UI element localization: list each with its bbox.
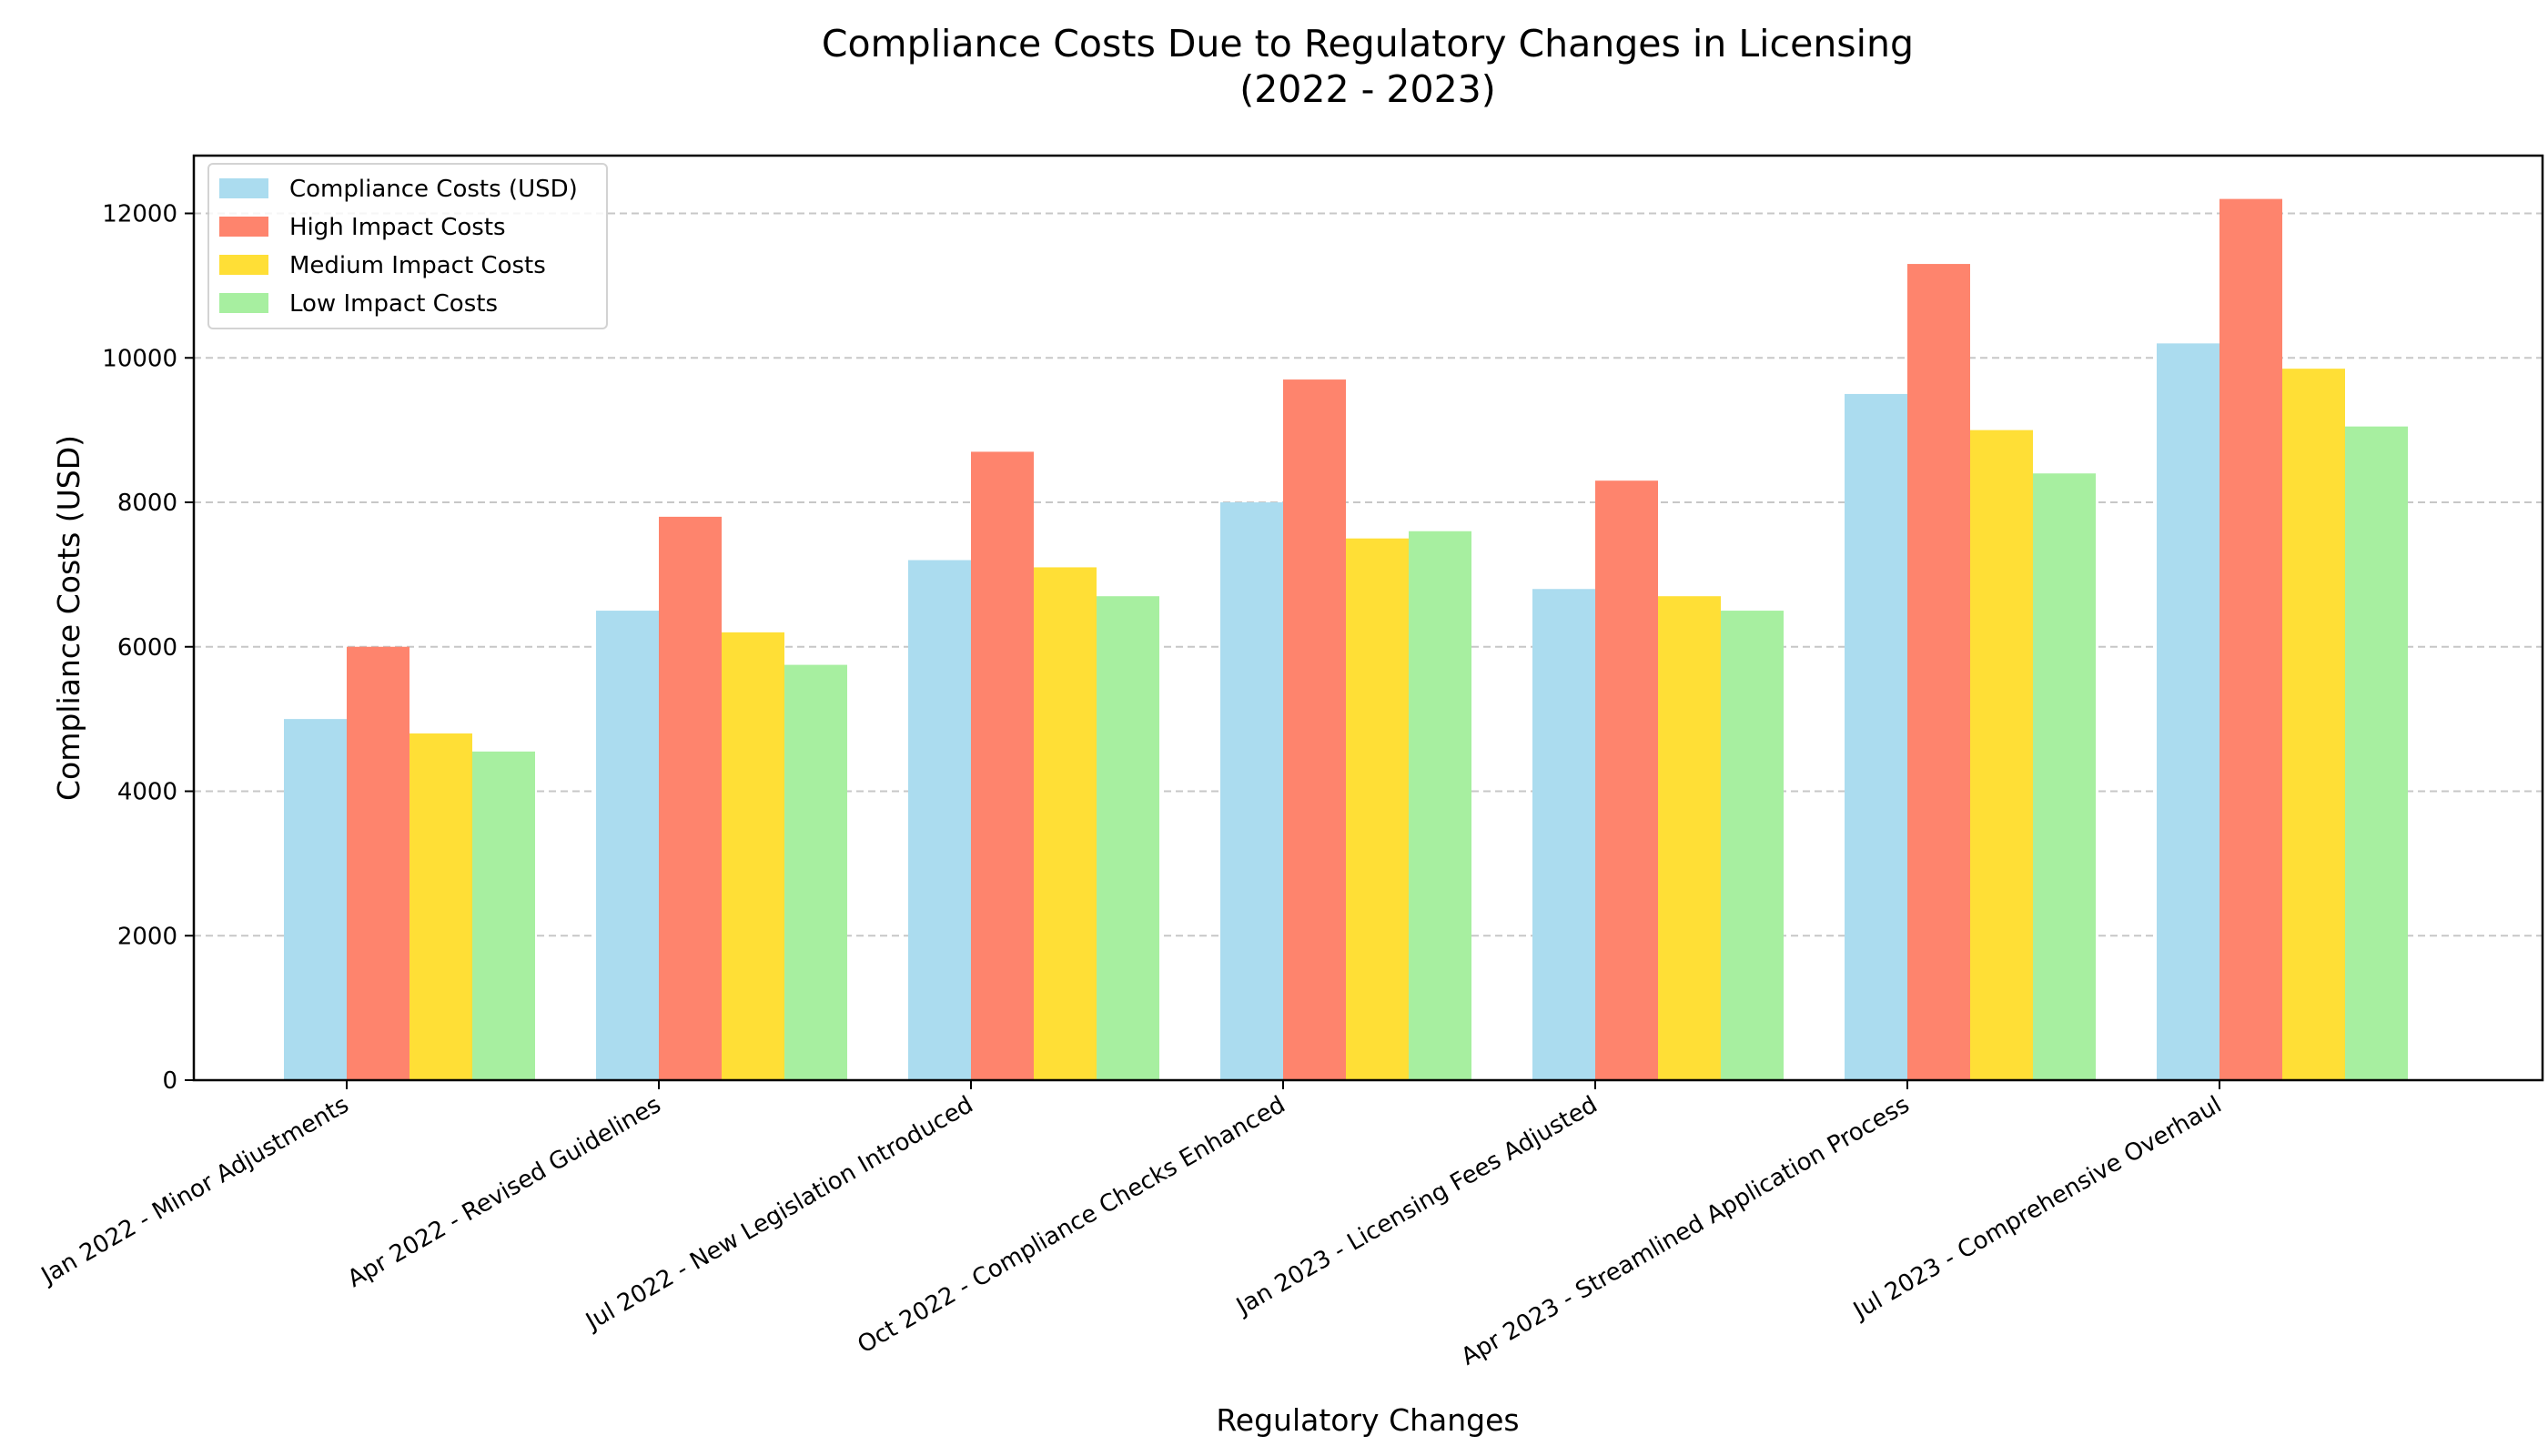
legend-label-1: High Impact Costs [289, 214, 506, 241]
x-tick-label-1: Apr 2022 - Revised Guidelines [343, 1091, 665, 1293]
bar-3-1 [784, 664, 847, 1080]
bar-3-2 [1097, 596, 1159, 1080]
bar-0-0 [284, 719, 347, 1080]
legend-frame [207, 163, 608, 329]
plot-frame [192, 154, 2544, 1082]
bar-1-5 [1907, 264, 1970, 1080]
y-tick-label-3: 6000 [117, 634, 177, 662]
bar-3-0 [472, 751, 535, 1080]
legend-label-3: Low Impact Costs [289, 290, 498, 318]
bar-0-1 [596, 611, 659, 1080]
x-tick-label-6: Jul 2023 - Comprehensive Overhaul [1847, 1091, 2226, 1326]
bar-0-6 [2157, 343, 2219, 1080]
legend-swatch-3 [219, 293, 268, 313]
bar-0-5 [1845, 393, 1907, 1080]
y-axis-label: Compliance Costs (USD) [51, 435, 86, 801]
legend: Compliance Costs (USD) High Impact Costs M… [207, 163, 608, 329]
x-tick-label-4: Jan 2023 - Licensing Fees Adjusted [1230, 1091, 1602, 1321]
bar-2-0 [410, 733, 472, 1080]
bar-0-3 [1220, 502, 1283, 1080]
chart-title-line-1: Compliance Costs Due to Regulatory Chang… [822, 22, 1914, 66]
bars [284, 198, 2408, 1080]
bar-1-3 [1283, 379, 1346, 1080]
bar-2-1 [722, 632, 784, 1080]
bar-3-3 [1409, 531, 1471, 1080]
y-axis-ticks: 0 2000 4000 6000 8000 10000 12000 [102, 201, 194, 1095]
bar-2-6 [2282, 369, 2345, 1080]
legend-label-0: Compliance Costs (USD) [289, 176, 578, 203]
bar-2-3 [1346, 538, 1409, 1080]
bar-1-0 [347, 646, 410, 1080]
y-tick-label-1: 2000 [117, 923, 177, 950]
chart-title-line-2: (2022 - 2023) [1239, 67, 1496, 111]
bar-1-4 [1595, 480, 1658, 1080]
x-axis-label: Regulatory Changes [1216, 1402, 1519, 1438]
y-tick-label-5: 10000 [102, 345, 177, 372]
bar-3-4 [1721, 611, 1784, 1080]
bar-2-5 [1970, 430, 2033, 1080]
bar-3-6 [2345, 426, 2408, 1080]
y-tick-label-6: 12000 [102, 201, 177, 228]
y-tick-label-0: 0 [162, 1067, 177, 1095]
bar-1-1 [659, 516, 722, 1080]
legend-swatch-0 [219, 178, 268, 198]
y-tick-label-2: 4000 [117, 779, 177, 806]
y-tick-label-4: 8000 [117, 490, 177, 517]
bar-1-2 [971, 451, 1034, 1080]
legend-label-2: Medium Impact Costs [289, 252, 546, 279]
x-tick-label-0: Jan 2022 - Minor Adjustments [35, 1091, 354, 1290]
bar-3-5 [2033, 473, 2096, 1080]
legend-swatch-1 [219, 217, 268, 237]
bar-0-2 [908, 560, 971, 1080]
bar-2-2 [1034, 567, 1097, 1080]
bar-2-4 [1658, 596, 1721, 1080]
bar-1-6 [2219, 198, 2282, 1080]
bar-0-4 [1532, 589, 1595, 1080]
legend-swatch-2 [219, 255, 268, 275]
